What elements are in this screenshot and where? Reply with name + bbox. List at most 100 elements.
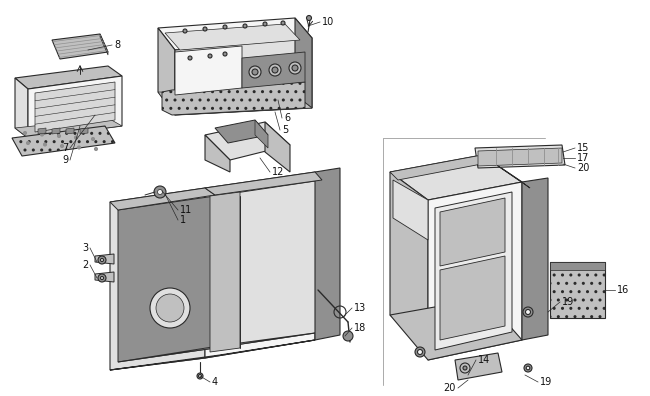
Text: 5: 5 — [282, 125, 288, 135]
Circle shape — [98, 256, 106, 264]
Polygon shape — [52, 34, 108, 59]
Polygon shape — [390, 172, 428, 345]
Circle shape — [101, 259, 103, 261]
Circle shape — [525, 310, 530, 314]
Polygon shape — [118, 196, 215, 362]
Text: 18: 18 — [354, 323, 366, 333]
Polygon shape — [440, 256, 505, 340]
Circle shape — [523, 307, 533, 317]
Circle shape — [463, 366, 467, 370]
Polygon shape — [215, 180, 322, 348]
Circle shape — [223, 25, 227, 29]
Text: 9: 9 — [62, 155, 68, 165]
Polygon shape — [52, 128, 60, 134]
Polygon shape — [550, 262, 605, 270]
Circle shape — [417, 350, 422, 354]
Text: 4: 4 — [212, 377, 218, 387]
Circle shape — [526, 366, 530, 370]
Polygon shape — [265, 122, 290, 172]
Circle shape — [343, 331, 353, 341]
Circle shape — [249, 66, 261, 78]
Polygon shape — [215, 120, 268, 143]
Polygon shape — [205, 122, 290, 160]
Circle shape — [183, 29, 187, 33]
Polygon shape — [158, 28, 175, 115]
Circle shape — [243, 24, 247, 28]
Text: 1: 1 — [180, 215, 186, 225]
Polygon shape — [38, 128, 46, 134]
Polygon shape — [205, 172, 322, 195]
Circle shape — [44, 143, 47, 146]
Polygon shape — [15, 78, 28, 138]
Text: 3: 3 — [82, 243, 88, 253]
Polygon shape — [118, 332, 322, 362]
Polygon shape — [210, 192, 240, 352]
Circle shape — [101, 276, 103, 280]
Text: 12: 12 — [272, 167, 284, 177]
Circle shape — [154, 186, 166, 198]
Text: 13: 13 — [354, 303, 366, 313]
Circle shape — [263, 22, 267, 26]
Polygon shape — [165, 24, 300, 50]
Circle shape — [75, 136, 77, 139]
Text: 20: 20 — [443, 383, 456, 393]
Polygon shape — [110, 340, 315, 370]
Text: 14: 14 — [478, 355, 490, 365]
Polygon shape — [175, 46, 242, 95]
Polygon shape — [100, 34, 108, 55]
Polygon shape — [205, 135, 230, 172]
Circle shape — [289, 62, 301, 74]
Circle shape — [57, 135, 60, 137]
Circle shape — [281, 21, 285, 25]
Circle shape — [269, 64, 281, 76]
Circle shape — [23, 131, 27, 135]
Text: 19: 19 — [540, 377, 552, 387]
Circle shape — [27, 141, 29, 145]
Text: 20: 20 — [577, 163, 590, 173]
Polygon shape — [175, 38, 312, 115]
Circle shape — [60, 145, 64, 147]
Polygon shape — [28, 76, 122, 138]
Polygon shape — [35, 82, 115, 132]
Polygon shape — [550, 262, 605, 318]
Polygon shape — [390, 155, 492, 180]
Polygon shape — [255, 120, 268, 148]
Polygon shape — [66, 128, 74, 134]
Text: 15: 15 — [577, 143, 590, 153]
Polygon shape — [162, 82, 305, 115]
Polygon shape — [12, 126, 115, 156]
Text: 10: 10 — [322, 17, 334, 27]
Polygon shape — [80, 128, 88, 134]
Circle shape — [150, 288, 190, 328]
Circle shape — [77, 146, 81, 149]
Circle shape — [98, 274, 106, 282]
Polygon shape — [205, 172, 315, 358]
Polygon shape — [435, 192, 512, 350]
Polygon shape — [522, 178, 548, 340]
Circle shape — [292, 65, 298, 71]
Circle shape — [208, 54, 212, 58]
Polygon shape — [110, 188, 205, 370]
Polygon shape — [440, 198, 505, 266]
Circle shape — [524, 364, 532, 372]
Circle shape — [272, 67, 278, 73]
Polygon shape — [315, 168, 340, 340]
Circle shape — [94, 147, 98, 150]
Polygon shape — [390, 298, 522, 360]
Polygon shape — [95, 272, 114, 282]
Text: 2: 2 — [82, 260, 88, 270]
Text: 11: 11 — [180, 205, 192, 215]
Polygon shape — [95, 254, 114, 264]
Text: 19: 19 — [562, 297, 574, 307]
Polygon shape — [158, 18, 312, 50]
Circle shape — [252, 69, 258, 75]
Polygon shape — [428, 182, 522, 360]
Circle shape — [198, 375, 202, 377]
Circle shape — [156, 294, 184, 322]
Text: 16: 16 — [617, 285, 629, 295]
Circle shape — [203, 27, 207, 31]
Polygon shape — [390, 155, 522, 200]
Polygon shape — [158, 92, 312, 115]
Text: 17: 17 — [577, 153, 590, 163]
Polygon shape — [295, 18, 312, 108]
